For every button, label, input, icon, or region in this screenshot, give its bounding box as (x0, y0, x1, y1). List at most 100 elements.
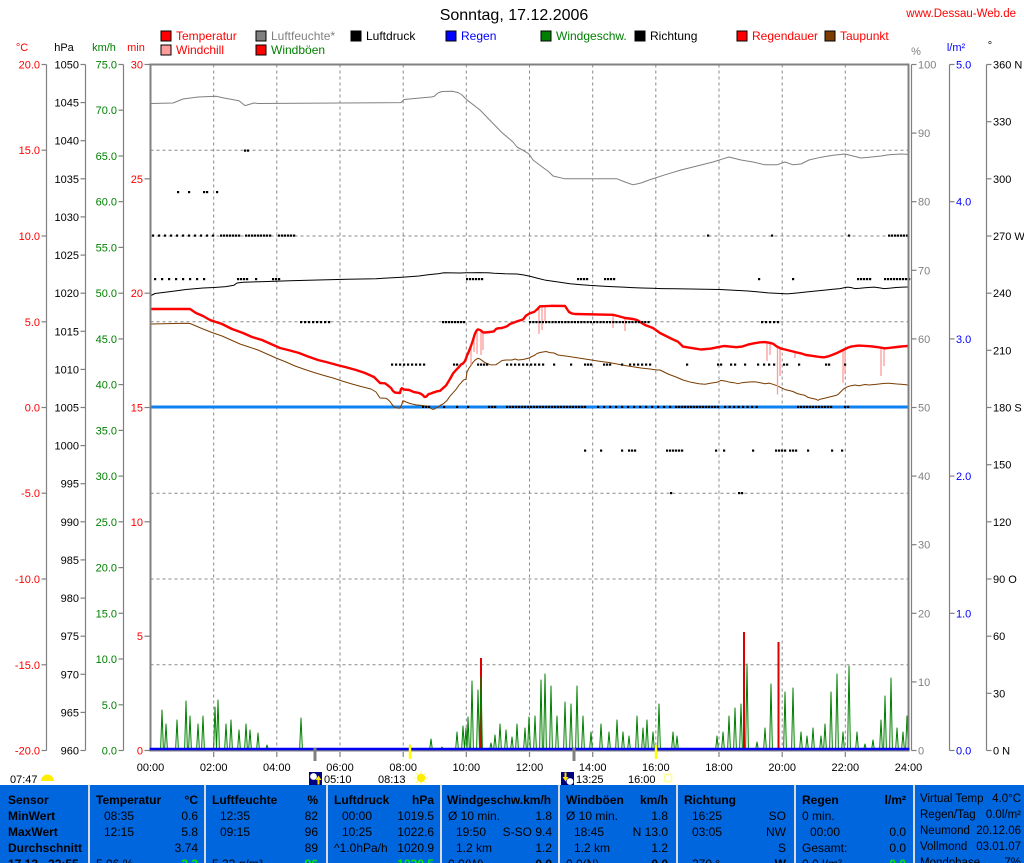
svg-text:120: 120 (993, 517, 1011, 529)
svg-text:75.0: 75.0 (96, 60, 117, 72)
svg-text:-20.0: -20.0 (15, 746, 40, 758)
svg-text:min: min (127, 42, 145, 54)
svg-text:50.0: 50.0 (96, 288, 117, 300)
svg-text:07:47: 07:47 (10, 774, 38, 785)
svg-text:Regen: Regen (461, 29, 496, 43)
svg-text:15: 15 (131, 403, 143, 415)
svg-text:l/m²: l/m² (947, 42, 966, 54)
svg-text:270 W: 270 W (993, 231, 1024, 243)
svg-text:5.0: 5.0 (956, 60, 971, 72)
svg-text:www.Dessau-Web.de: www.Dessau-Web.de (905, 8, 1016, 20)
svg-text:965: 965 (61, 707, 79, 719)
svg-text:0 N: 0 N (993, 746, 1010, 758)
svg-text:°C: °C (16, 42, 28, 54)
svg-text:hPa: hPa (54, 42, 74, 54)
svg-text:00:00: 00:00 (137, 762, 165, 774)
svg-text:20: 20 (131, 288, 143, 300)
svg-text:1030: 1030 (55, 212, 79, 224)
svg-text:0: 0 (137, 746, 143, 758)
svg-text:5: 5 (137, 631, 143, 643)
svg-text:0.0: 0.0 (25, 403, 40, 415)
svg-text:360 N: 360 N (993, 60, 1022, 72)
svg-text:10: 10 (918, 677, 930, 689)
svg-text:-10.0: -10.0 (15, 574, 40, 586)
svg-text:20: 20 (918, 608, 930, 620)
svg-text:Windgeschw.: Windgeschw. (556, 29, 627, 43)
svg-text:5.0: 5.0 (102, 700, 117, 712)
svg-text:1.0: 1.0 (956, 608, 971, 620)
svg-text:60.0: 60.0 (96, 197, 117, 209)
svg-text:60: 60 (918, 334, 930, 346)
svg-text:15.0: 15.0 (96, 608, 117, 620)
svg-text:16:00: 16:00 (642, 762, 670, 774)
svg-text:30: 30 (993, 688, 1005, 700)
svg-text:30.0: 30.0 (96, 471, 117, 483)
svg-text:1020: 1020 (55, 288, 79, 300)
svg-text:5.0: 5.0 (25, 317, 40, 329)
svg-text:10.0: 10.0 (96, 654, 117, 666)
svg-text:65.0: 65.0 (96, 151, 117, 163)
svg-text:40.0: 40.0 (96, 380, 117, 392)
svg-text:70: 70 (918, 265, 930, 277)
svg-text:55.0: 55.0 (96, 242, 117, 254)
svg-text:15.0: 15.0 (19, 145, 40, 157)
svg-text:22:00: 22:00 (832, 762, 860, 774)
svg-text:18:00: 18:00 (705, 762, 733, 774)
svg-text:Sonntag, 17.12.2006: Sonntag, 17.12.2006 (440, 7, 589, 24)
svg-text:0: 0 (918, 746, 924, 758)
svg-text:10.0: 10.0 (19, 231, 40, 243)
svg-text:-15.0: -15.0 (15, 660, 40, 672)
svg-text:1005: 1005 (55, 403, 79, 415)
svg-text:100: 100 (918, 60, 936, 72)
svg-text:Richtung: Richtung (650, 29, 697, 43)
svg-text:960: 960 (61, 746, 79, 758)
svg-text:300: 300 (993, 174, 1011, 186)
svg-text:70.0: 70.0 (96, 105, 117, 117)
svg-text:4.0: 4.0 (956, 197, 971, 209)
svg-text:20.0: 20.0 (19, 60, 40, 72)
svg-text:km/h: km/h (92, 42, 116, 54)
svg-text:0.0: 0.0 (956, 746, 971, 758)
svg-text:40: 40 (918, 471, 930, 483)
svg-text:10: 10 (131, 517, 143, 529)
svg-text:35.0: 35.0 (96, 425, 117, 437)
svg-text:240: 240 (993, 288, 1011, 300)
svg-text:90: 90 (918, 128, 930, 140)
svg-text:2.0: 2.0 (956, 471, 971, 483)
svg-text:980: 980 (61, 593, 79, 605)
svg-text:3.0: 3.0 (956, 334, 971, 346)
svg-text:1000: 1000 (55, 441, 79, 453)
svg-text:1035: 1035 (55, 174, 79, 186)
svg-text:995: 995 (61, 479, 79, 491)
svg-text:13:25: 13:25 (576, 774, 604, 785)
svg-text:20:00: 20:00 (768, 762, 796, 774)
svg-text:24:00: 24:00 (895, 762, 923, 774)
svg-text:06:00: 06:00 (326, 762, 354, 774)
svg-text:30: 30 (131, 60, 143, 72)
svg-text:02:00: 02:00 (200, 762, 228, 774)
svg-text:12:00: 12:00 (516, 762, 544, 774)
svg-text:08:00: 08:00 (389, 762, 417, 774)
svg-text:210: 210 (993, 345, 1011, 357)
svg-text:Windchill: Windchill (176, 43, 224, 57)
svg-text:-5.0: -5.0 (21, 488, 40, 500)
svg-text:150: 150 (993, 460, 1011, 472)
svg-text:04:00: 04:00 (263, 762, 291, 774)
svg-text:08:13: 08:13 (378, 774, 406, 785)
svg-text:16:00: 16:00 (628, 774, 656, 785)
svg-text:Windböen: Windböen (271, 43, 325, 57)
svg-text:1050: 1050 (55, 60, 79, 72)
svg-text:Temperatur: Temperatur (176, 29, 237, 43)
svg-text:990: 990 (61, 517, 79, 529)
svg-text:80: 80 (918, 197, 930, 209)
svg-text:1040: 1040 (55, 136, 79, 148)
svg-text:25.0: 25.0 (96, 517, 117, 529)
svg-text:1010: 1010 (55, 364, 79, 376)
svg-text:14:00: 14:00 (579, 762, 607, 774)
svg-text:180 S: 180 S (993, 403, 1022, 415)
svg-text:°: ° (988, 40, 992, 52)
svg-text:50: 50 (918, 403, 930, 415)
svg-text:45.0: 45.0 (96, 334, 117, 346)
svg-text:Luftfeuchte*: Luftfeuchte* (271, 29, 335, 43)
svg-text:Taupunkt: Taupunkt (840, 29, 889, 43)
